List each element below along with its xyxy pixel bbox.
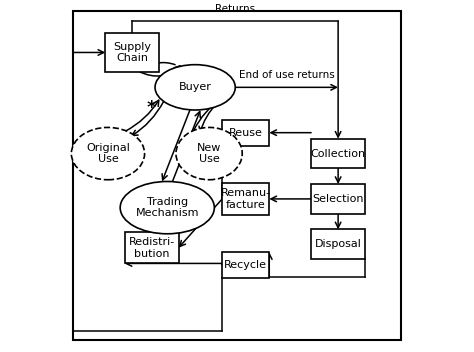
FancyBboxPatch shape <box>105 33 159 72</box>
Text: Supply
Chain: Supply Chain <box>113 42 151 63</box>
Text: Recycle: Recycle <box>224 260 267 270</box>
Ellipse shape <box>120 182 214 234</box>
FancyBboxPatch shape <box>222 120 269 146</box>
Text: Selection: Selection <box>312 194 364 204</box>
Text: Buyer: Buyer <box>179 82 211 92</box>
Ellipse shape <box>176 127 242 180</box>
Text: Remanu-
facture: Remanu- facture <box>221 188 271 210</box>
Ellipse shape <box>72 127 145 180</box>
FancyBboxPatch shape <box>125 232 179 263</box>
Text: Reuse: Reuse <box>229 128 263 138</box>
Text: Redistri-
bution: Redistri- bution <box>128 237 175 258</box>
FancyBboxPatch shape <box>311 139 365 168</box>
Text: *: * <box>147 99 156 117</box>
Text: End of use returns: End of use returns <box>239 70 335 80</box>
Ellipse shape <box>155 65 235 110</box>
FancyBboxPatch shape <box>222 183 269 215</box>
Text: New
Use: New Use <box>197 143 221 164</box>
Text: Returns: Returns <box>215 4 255 14</box>
Text: Collection: Collection <box>310 149 365 159</box>
FancyBboxPatch shape <box>311 230 365 259</box>
FancyBboxPatch shape <box>222 252 269 278</box>
Text: Trading
Mechanism: Trading Mechanism <box>136 197 199 219</box>
FancyBboxPatch shape <box>311 184 365 214</box>
Text: Disposal: Disposal <box>315 239 362 249</box>
Text: Original
Use: Original Use <box>86 143 130 164</box>
